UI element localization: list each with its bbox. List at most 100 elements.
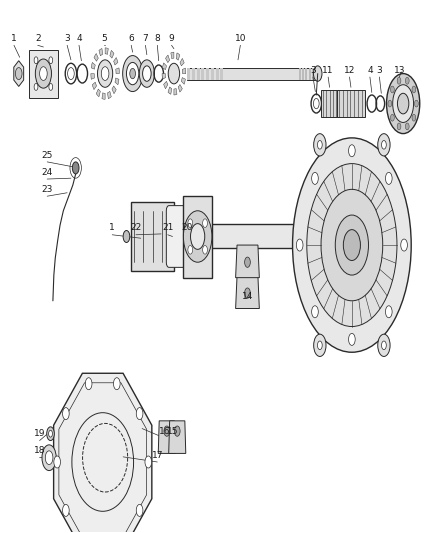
Polygon shape: [158, 421, 175, 454]
Circle shape: [312, 306, 318, 318]
Text: 1: 1: [11, 34, 17, 43]
Circle shape: [381, 141, 386, 149]
Bar: [215, 68, 219, 79]
Circle shape: [349, 145, 355, 157]
Circle shape: [188, 219, 193, 228]
Circle shape: [378, 334, 390, 357]
Bar: [206, 68, 209, 79]
FancyBboxPatch shape: [166, 206, 190, 268]
Text: 22: 22: [131, 223, 141, 232]
Bar: [184, 196, 212, 278]
Circle shape: [388, 100, 392, 107]
Polygon shape: [91, 74, 95, 79]
Text: 16: 16: [159, 426, 170, 435]
Polygon shape: [108, 91, 111, 99]
Circle shape: [393, 85, 413, 123]
Circle shape: [412, 114, 416, 121]
Text: 6: 6: [128, 34, 134, 43]
Polygon shape: [113, 58, 118, 65]
Text: 8: 8: [155, 34, 160, 43]
Bar: [220, 68, 223, 79]
Polygon shape: [169, 421, 186, 454]
Circle shape: [113, 378, 120, 390]
Circle shape: [203, 219, 208, 228]
Text: 10: 10: [235, 34, 246, 43]
Polygon shape: [94, 53, 98, 61]
Bar: [211, 68, 214, 79]
Circle shape: [187, 229, 192, 239]
Bar: [201, 68, 204, 79]
Polygon shape: [180, 59, 184, 66]
Circle shape: [343, 230, 360, 261]
Polygon shape: [171, 52, 174, 59]
Circle shape: [49, 57, 53, 63]
Circle shape: [386, 74, 420, 134]
Circle shape: [314, 334, 326, 357]
Circle shape: [35, 59, 52, 88]
Circle shape: [49, 430, 53, 437]
Polygon shape: [181, 78, 185, 84]
Circle shape: [312, 172, 318, 184]
Text: 23: 23: [42, 185, 53, 194]
Text: 9: 9: [169, 34, 174, 43]
Polygon shape: [92, 82, 96, 90]
Text: 3: 3: [377, 66, 382, 75]
Text: 3: 3: [64, 34, 70, 43]
Polygon shape: [176, 53, 180, 60]
Text: 21: 21: [162, 223, 173, 232]
Text: 4: 4: [367, 66, 373, 75]
Circle shape: [63, 408, 69, 419]
Text: 11: 11: [322, 66, 334, 75]
Circle shape: [174, 426, 180, 437]
Bar: [337, 90, 365, 117]
Circle shape: [401, 239, 407, 251]
Polygon shape: [168, 87, 172, 94]
Polygon shape: [116, 68, 119, 74]
Text: 5: 5: [101, 34, 107, 43]
Circle shape: [34, 57, 38, 63]
Circle shape: [397, 123, 401, 130]
Polygon shape: [164, 82, 168, 88]
Circle shape: [130, 68, 135, 79]
Circle shape: [314, 134, 326, 156]
Bar: [131, 202, 174, 271]
Circle shape: [385, 172, 392, 184]
Circle shape: [321, 189, 383, 301]
Polygon shape: [91, 62, 95, 69]
Text: 17: 17: [152, 450, 163, 459]
Circle shape: [49, 84, 53, 91]
Bar: [192, 68, 195, 79]
Circle shape: [191, 224, 205, 249]
Polygon shape: [178, 85, 182, 92]
Circle shape: [54, 456, 60, 468]
Circle shape: [42, 445, 56, 471]
Circle shape: [143, 66, 151, 82]
Bar: [309, 68, 311, 79]
Circle shape: [293, 138, 411, 352]
Circle shape: [381, 341, 386, 350]
Circle shape: [145, 456, 152, 468]
Circle shape: [349, 333, 355, 345]
Text: 15: 15: [167, 426, 179, 435]
Circle shape: [405, 77, 409, 84]
Text: 2: 2: [35, 34, 41, 43]
Circle shape: [184, 211, 212, 262]
Circle shape: [307, 164, 397, 327]
Circle shape: [412, 86, 416, 93]
Circle shape: [98, 60, 113, 87]
Bar: [179, 224, 302, 248]
Polygon shape: [53, 373, 152, 533]
Polygon shape: [102, 93, 105, 99]
Circle shape: [203, 246, 208, 254]
Circle shape: [123, 55, 143, 92]
Circle shape: [391, 114, 394, 121]
Circle shape: [188, 246, 193, 254]
Polygon shape: [115, 78, 119, 85]
Circle shape: [318, 341, 322, 350]
Polygon shape: [236, 245, 259, 278]
Text: 25: 25: [42, 150, 53, 159]
Polygon shape: [112, 86, 116, 94]
Circle shape: [47, 427, 54, 441]
Circle shape: [39, 67, 47, 80]
Circle shape: [123, 230, 130, 243]
